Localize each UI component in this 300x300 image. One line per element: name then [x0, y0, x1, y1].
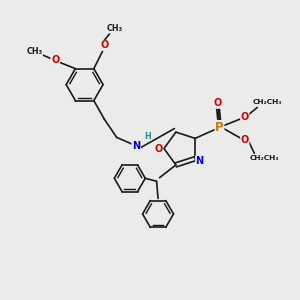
- Text: CH₃: CH₃: [26, 47, 42, 56]
- Text: CH₃: CH₃: [106, 24, 123, 33]
- Text: CH₂CH₃: CH₂CH₃: [250, 155, 280, 161]
- Text: O: O: [154, 143, 163, 154]
- Text: O: O: [51, 55, 59, 65]
- Text: CH₂CH₃: CH₂CH₃: [253, 99, 282, 105]
- Text: O: O: [214, 98, 222, 108]
- Text: H: H: [144, 132, 151, 141]
- Text: O: O: [100, 40, 108, 50]
- Text: N: N: [196, 156, 204, 166]
- Text: O: O: [241, 136, 249, 146]
- Text: O: O: [241, 112, 249, 122]
- Text: P: P: [215, 121, 224, 134]
- Text: N: N: [132, 141, 140, 151]
